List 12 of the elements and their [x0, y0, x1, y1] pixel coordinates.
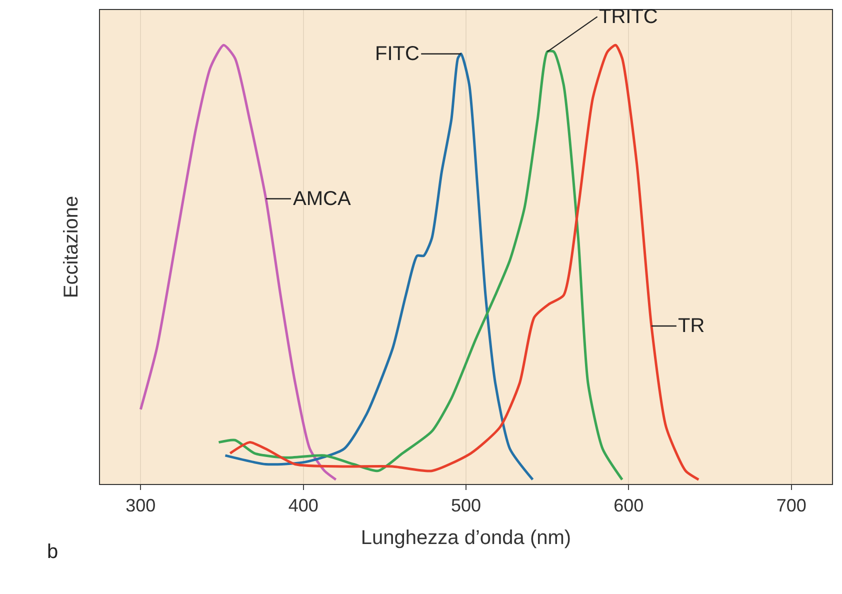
text: TRITC [599, 6, 658, 28]
series-label: TR [678, 315, 705, 337]
text: b [47, 541, 58, 563]
series-label: FITC [375, 43, 420, 65]
x-tick-label: 300 [126, 496, 156, 516]
x-tick-label: 400 [288, 496, 318, 516]
y-axis-title: Eccitazione [60, 196, 82, 298]
x-tick-label: 500 [450, 496, 482, 516]
x-tick-label: 700 [776, 496, 806, 516]
x-axis-title: Lunghezza d’onda (nm) [360, 527, 572, 550]
series-label: AMCA [293, 188, 352, 210]
x-tick-label: 600 [614, 496, 644, 516]
